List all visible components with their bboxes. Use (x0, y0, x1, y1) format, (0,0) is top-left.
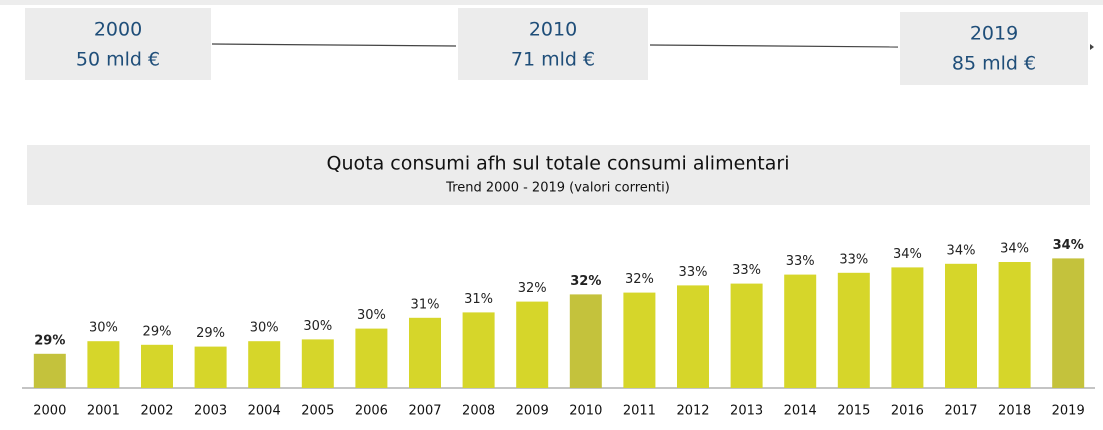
bar (945, 263, 977, 388)
timeline-value: 50 mld € (76, 49, 160, 71)
value-label: 32% (570, 274, 601, 289)
timeline-line (649, 44, 899, 48)
timeline-box (900, 12, 1088, 85)
timeline-box (458, 8, 648, 80)
value-label: 33% (786, 254, 815, 269)
x-tick-label: 2006 (355, 404, 388, 419)
timeline-line (211, 43, 457, 47)
x-tick-label: 2014 (784, 404, 817, 419)
timeline-value: 85 mld € (952, 53, 1036, 75)
x-tick-label: 2003 (194, 404, 227, 419)
x-tick-label: 2018 (998, 404, 1031, 419)
value-label: 34% (1000, 242, 1029, 257)
chart-subtitle: Trend 2000 - 2019 (valori correnti) (445, 181, 670, 196)
x-tick-label: 2017 (944, 404, 977, 419)
bar (623, 292, 656, 388)
x-tick-label: 2008 (462, 404, 495, 419)
value-label: 30% (303, 319, 332, 334)
bar (194, 346, 227, 388)
title-box (27, 145, 1090, 205)
value-label: 30% (89, 321, 118, 336)
timeline-box (25, 8, 211, 80)
bar (891, 267, 924, 388)
x-tick-label: 2007 (408, 404, 441, 419)
timeline-year: 2019 (970, 23, 1018, 45)
bar (569, 294, 602, 388)
value-label: 29% (196, 326, 225, 341)
chart-title: Quota consumi afh sul totale consumi ali… (327, 153, 790, 175)
bar (1052, 258, 1085, 388)
value-label: 31% (464, 292, 493, 307)
timeline-year: 2010 (529, 19, 577, 41)
value-label: 32% (518, 281, 547, 296)
value-label: 30% (357, 308, 386, 323)
bar (141, 344, 173, 388)
bar (516, 301, 549, 388)
bar (87, 341, 120, 388)
value-label: 34% (1053, 238, 1084, 253)
value-label: 33% (732, 263, 761, 278)
bar (837, 272, 870, 388)
x-tick-label: 2012 (676, 404, 709, 419)
bar (462, 312, 495, 388)
x-tick-label: 2004 (248, 404, 281, 419)
timeline-year: 2000 (94, 19, 142, 41)
value-label: 29% (143, 324, 172, 339)
value-label: 32% (625, 272, 654, 287)
x-tick-label: 2013 (730, 404, 763, 419)
bar (998, 262, 1031, 388)
bar (784, 274, 817, 388)
x-tick-label: 2019 (1052, 404, 1085, 419)
x-tick-label: 2015 (837, 404, 870, 419)
x-tick-label: 2005 (301, 404, 334, 419)
x-tick-label: 2009 (516, 404, 549, 419)
value-label: 33% (839, 252, 868, 267)
timeline-value: 71 mld € (511, 49, 595, 71)
bar (730, 283, 763, 388)
value-label: 29% (34, 333, 65, 348)
x-tick-label: 2001 (87, 404, 120, 419)
value-label: 33% (679, 265, 708, 280)
bar (33, 353, 66, 388)
x-tick-label: 2016 (891, 404, 924, 419)
x-tick-label: 2002 (140, 404, 173, 419)
x-tick-label: 2010 (569, 404, 602, 419)
bar (355, 328, 388, 388)
bar (248, 341, 281, 388)
x-tick-label: 2011 (623, 404, 656, 419)
x-tick-label: 2000 (33, 404, 66, 419)
timeline-arrow (1090, 44, 1094, 50)
bar (409, 317, 441, 388)
value-label: 31% (411, 297, 440, 312)
bar (677, 285, 709, 388)
value-label: 34% (893, 247, 922, 262)
top-strip (0, 0, 1103, 5)
value-label: 34% (947, 243, 976, 258)
bar (301, 339, 334, 388)
value-label: 30% (250, 321, 279, 336)
